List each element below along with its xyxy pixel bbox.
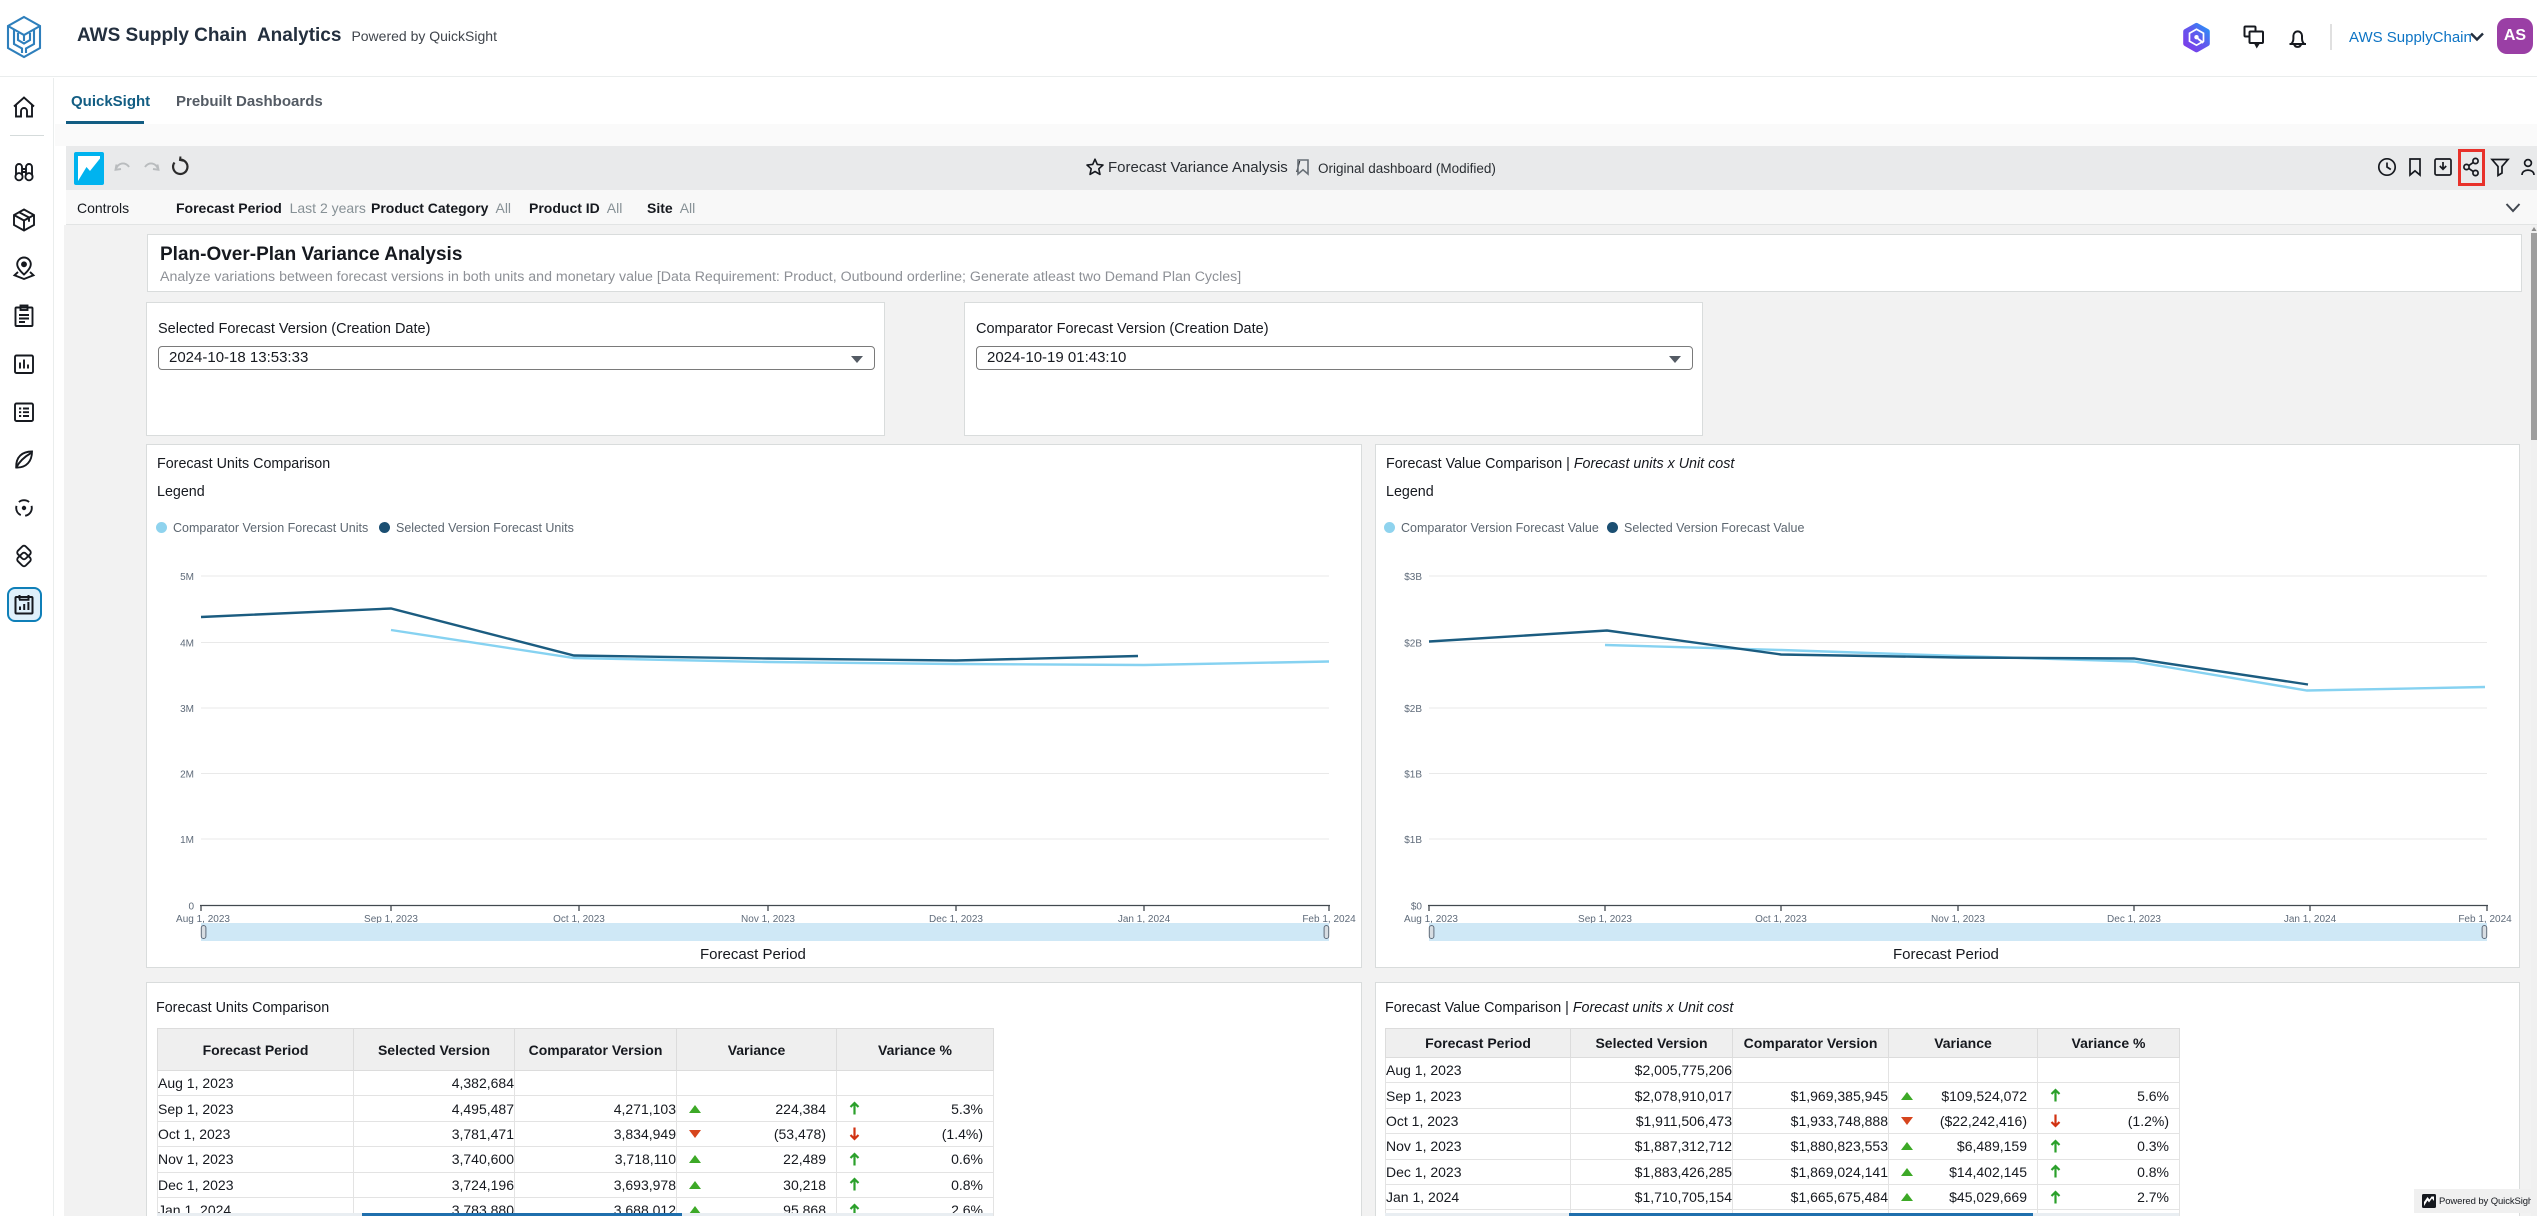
svg-text:Dec 1, 2023: Dec 1, 2023	[929, 914, 983, 925]
svg-text:$0: $0	[1411, 902, 1423, 913]
svg-text:$1B: $1B	[1404, 835, 1422, 846]
svg-text:Jan 1, 2024: Jan 1, 2024	[2284, 914, 2337, 925]
svg-text:Feb 1, 2024: Feb 1, 2024	[2458, 914, 2512, 925]
svg-text:5M: 5M	[180, 572, 194, 583]
svg-text:$2B: $2B	[1404, 639, 1422, 650]
svg-text:$3B: $3B	[1404, 572, 1422, 583]
svg-text:2M: 2M	[180, 770, 194, 781]
svg-text:Jan 1, 2024: Jan 1, 2024	[1118, 914, 1171, 925]
svg-text:Dec 1, 2023: Dec 1, 2023	[2107, 914, 2161, 925]
svg-text:Nov 1, 2023: Nov 1, 2023	[741, 914, 795, 925]
svg-text:Oct 1, 2023: Oct 1, 2023	[1755, 914, 1807, 925]
svg-text:0: 0	[188, 902, 194, 913]
svg-text:Sep 1, 2023: Sep 1, 2023	[1578, 914, 1632, 925]
svg-text:$2B: $2B	[1404, 704, 1422, 715]
svg-text:Sep 1, 2023: Sep 1, 2023	[364, 914, 418, 925]
svg-text:Aug 1, 2023: Aug 1, 2023	[1404, 914, 1458, 925]
svg-text:1M: 1M	[180, 835, 194, 846]
svg-text:$1B: $1B	[1404, 770, 1422, 781]
svg-text:Oct 1, 2023: Oct 1, 2023	[553, 914, 605, 925]
svg-text:4M: 4M	[180, 639, 194, 650]
svg-text:3M: 3M	[180, 704, 194, 715]
svg-text:Nov 1, 2023: Nov 1, 2023	[1931, 914, 1985, 925]
svg-text:Feb 1, 2024: Feb 1, 2024	[1302, 914, 1356, 925]
svg-text:Aug 1, 2023: Aug 1, 2023	[176, 914, 230, 925]
